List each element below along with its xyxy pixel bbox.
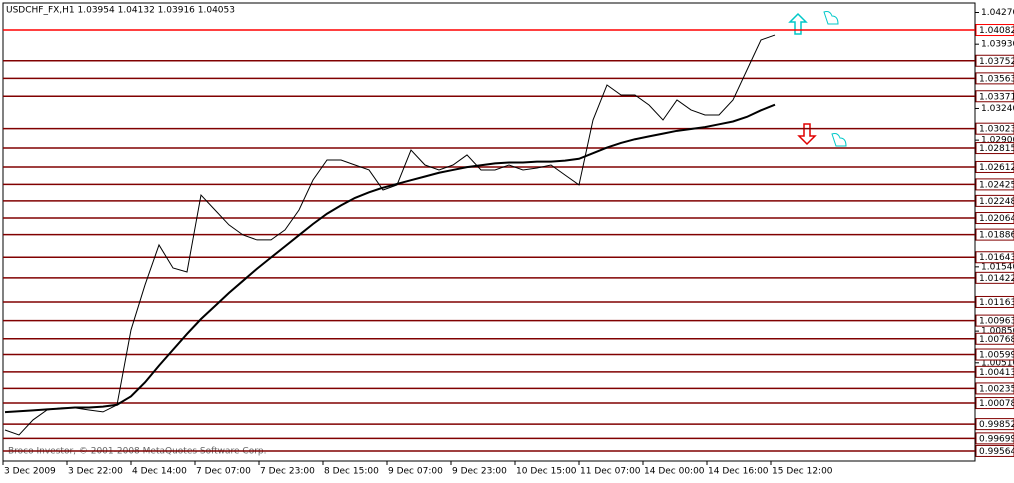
level-label: 1.03023: [979, 125, 1014, 135]
level-label: 1.01643: [979, 253, 1014, 263]
x-tick-label: 14 Dec 16:00: [708, 467, 769, 477]
level-label-box: [975, 295, 1014, 308]
level-label: 1.02425: [979, 180, 1014, 190]
level-label: 1.01886: [979, 231, 1014, 241]
x-tick-label: 3 Dec 2009: [4, 467, 56, 477]
buy-arrow: [788, 12, 808, 35]
level-label-box: [975, 314, 1014, 327]
y-tick-label: 1.04270: [981, 8, 1014, 18]
level-label: 1.02064: [979, 214, 1014, 224]
x-tick-label: 7 Dec 07:00: [196, 467, 251, 477]
x-tick-label: 3 Dec 22:00: [68, 467, 123, 477]
level-label: 1.02248: [979, 197, 1014, 207]
level-label-box: [975, 212, 1014, 225]
level-label: 0.99699: [979, 434, 1014, 444]
x-tick-label: 11 Dec 07:00: [580, 467, 641, 477]
level-label: 1.00768: [979, 335, 1014, 345]
x-tick-label: 10 Dec 15:00: [516, 467, 577, 477]
level-label: 1.02815: [979, 144, 1014, 154]
level-label: 1.01422: [979, 274, 1014, 284]
level-label-box: [975, 332, 1014, 345]
y-tick-label: 1.00850: [981, 327, 1014, 337]
y-tick-label: 1.03930: [981, 40, 1014, 50]
sell-arrow: [797, 123, 817, 146]
level-label-box: [975, 160, 1014, 173]
level-label-box: [975, 178, 1014, 191]
x-tick-label: 15 Dec 12:00: [772, 467, 833, 477]
level-label-box: [975, 251, 1014, 264]
level-label: 1.04082: [979, 26, 1014, 36]
level-label: 1.03563: [979, 74, 1014, 84]
level-label-box: [975, 348, 1014, 361]
level-label: 1.00078: [979, 399, 1014, 409]
level-label-box: [975, 382, 1014, 395]
x-tick-label: 9 Dec 07:00: [388, 467, 443, 477]
level-label: 1.00599: [979, 351, 1014, 361]
y-tick-label: 1.01540: [981, 262, 1014, 272]
level-label-box: [975, 54, 1014, 67]
level-label-box: [975, 194, 1014, 207]
level-label: 1.00413: [979, 368, 1014, 378]
chart-title: USDCHF_FX,H1 1.03954 1.04132 1.03916 1.0…: [6, 6, 235, 16]
level-label: 1.03752: [979, 57, 1014, 67]
hand-icon: [823, 11, 839, 25]
level-label: 1.03371: [979, 92, 1014, 102]
level-label: 1.01163: [979, 298, 1014, 308]
x-tick-label: 8 Dec 15:00: [324, 467, 379, 477]
hand-icon: [831, 133, 847, 147]
series-line: [4, 103, 776, 414]
level-label-box: [975, 122, 1014, 135]
level-label-box: [975, 271, 1014, 284]
level-label-box: [975, 228, 1014, 241]
x-tick-label: 14 Dec 00:00: [644, 467, 705, 477]
level-label-box: [975, 142, 1014, 155]
y-tick-label: 1.00510: [981, 358, 1014, 368]
plot-area: [2, 2, 976, 462]
level-label-box: [975, 72, 1014, 85]
level-label-box: [975, 24, 1014, 37]
level-label-box: [975, 418, 1014, 431]
x-tick-label: 7 Dec 23:00: [260, 467, 315, 477]
y-tick-label: 1.03240: [981, 104, 1014, 114]
level-label-box: [975, 432, 1014, 445]
level-label-box: [975, 397, 1014, 410]
series-line: [4, 34, 776, 436]
level-label: 1.00235: [979, 384, 1014, 394]
level-label: 0.99852: [979, 420, 1014, 430]
x-tick-label: 9 Dec 23:00: [452, 467, 507, 477]
x-tick-label: 4 Dec 14:00: [132, 467, 187, 477]
level-label: 0.99564: [979, 447, 1014, 457]
level-label: 1.00963: [979, 317, 1014, 327]
level-label-box: [975, 444, 1014, 457]
level-label: 1.02612: [979, 163, 1014, 173]
level-label-box: [975, 365, 1014, 378]
level-label-box: [975, 90, 1014, 103]
y-tick-label: 1.02900: [981, 136, 1014, 146]
